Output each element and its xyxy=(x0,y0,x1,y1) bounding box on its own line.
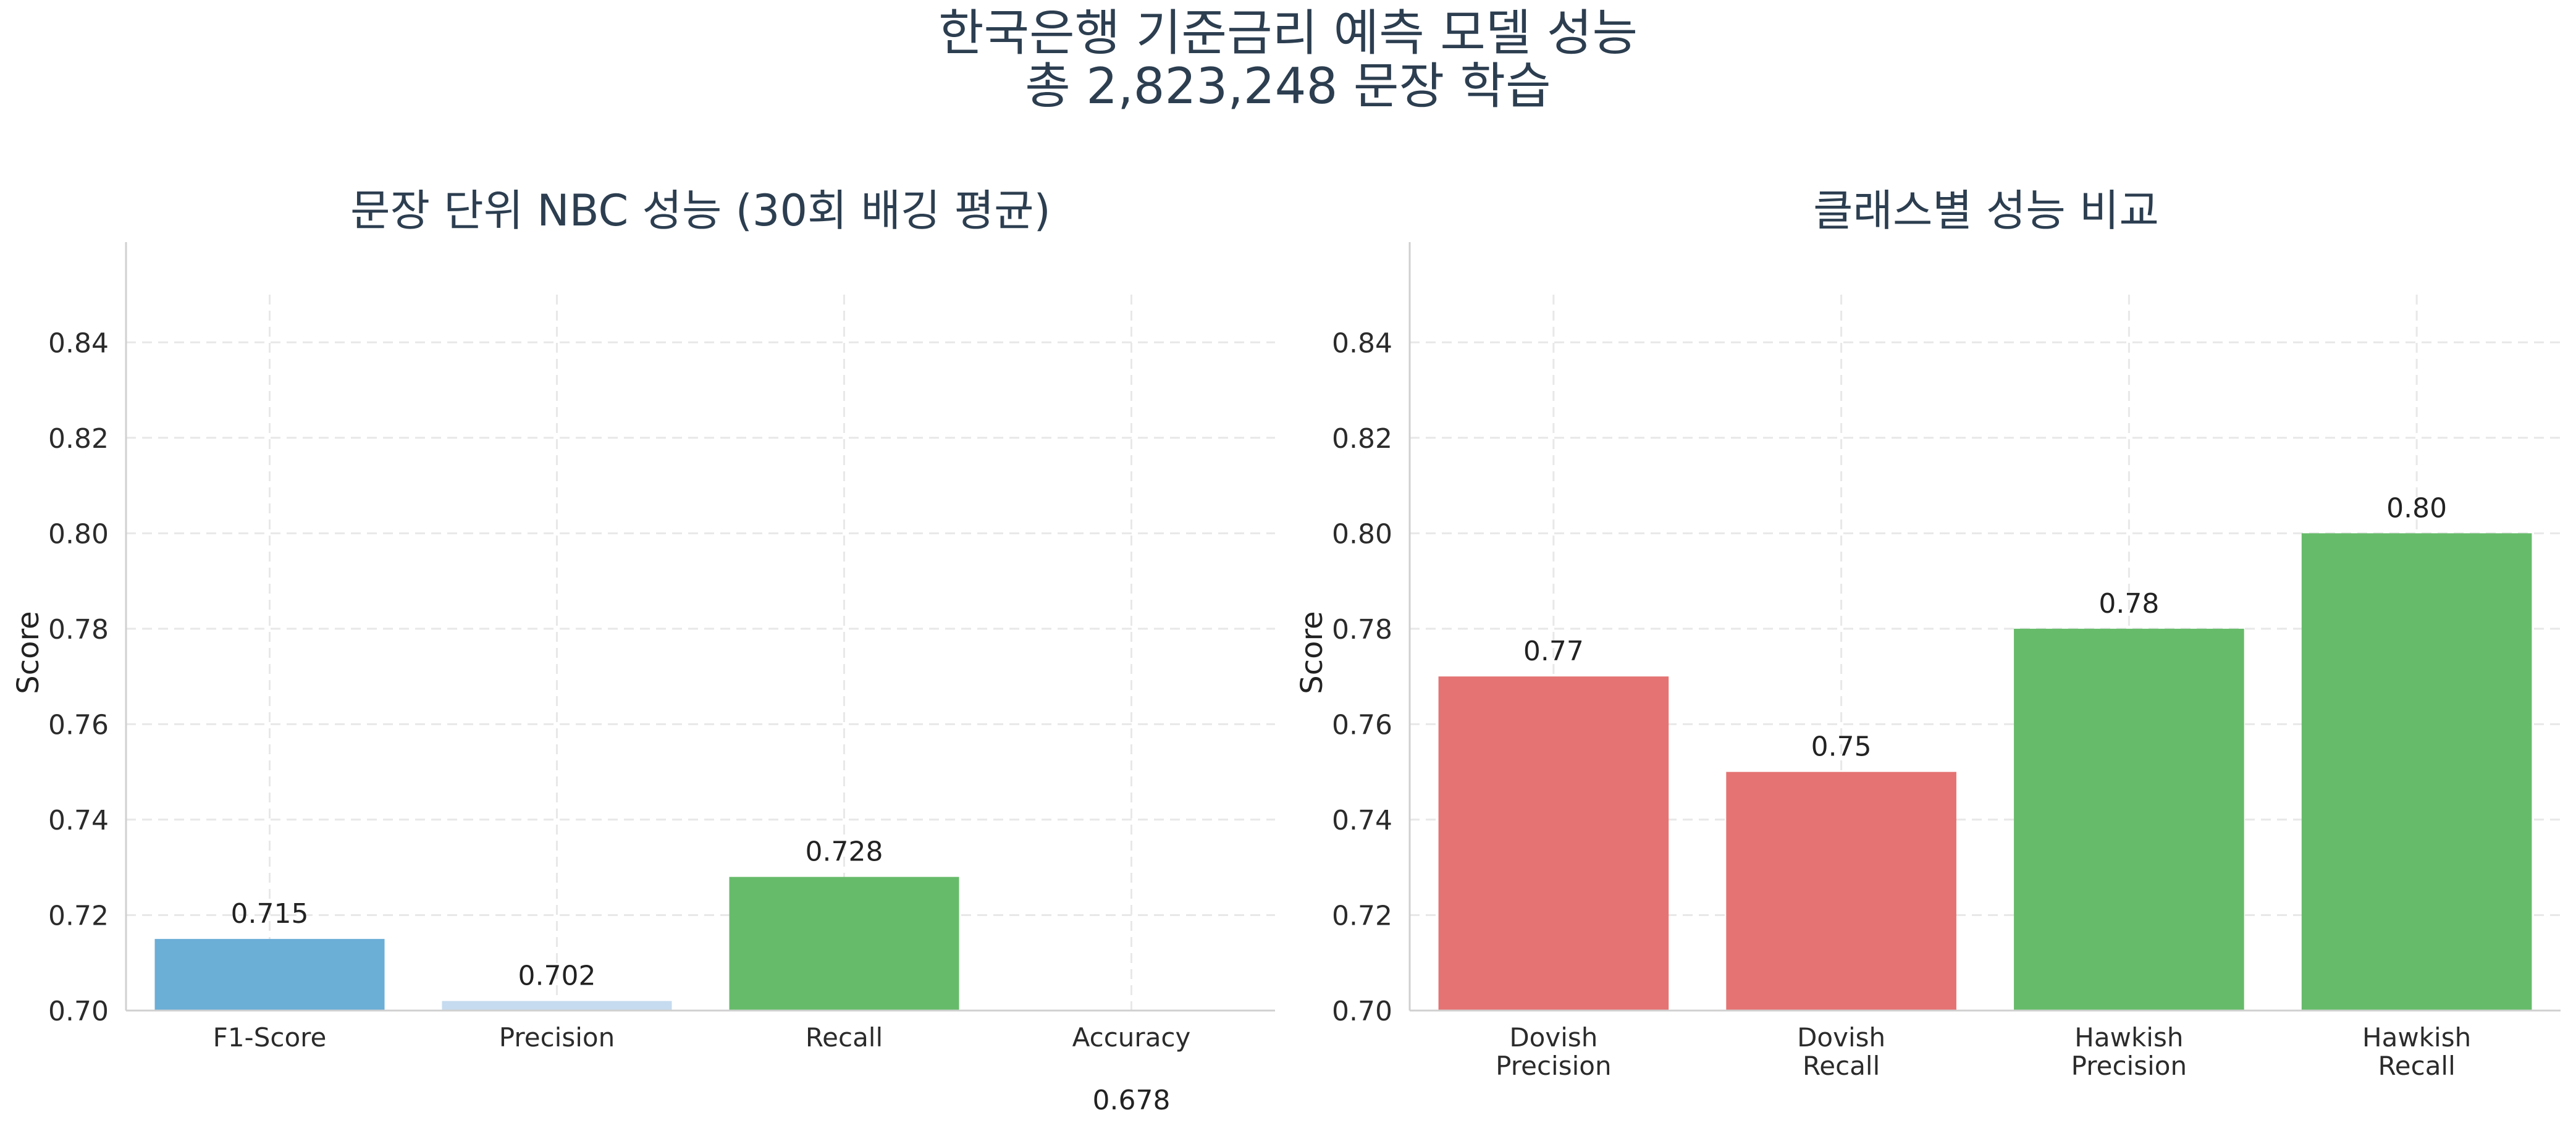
y-tick-label: 0.84 xyxy=(1332,327,1392,359)
y-tick-label: 0.82 xyxy=(1332,423,1392,455)
value-label: 0.77 xyxy=(1523,636,1584,667)
bar-recall xyxy=(729,877,959,1011)
value-label: 0.702 xyxy=(518,961,596,992)
value-label: 0.80 xyxy=(2386,492,2447,524)
value-label: 0.78 xyxy=(2098,588,2159,620)
y-tick-label: 0.70 xyxy=(1332,996,1392,1027)
figure-title: 한국은행 기준금리 예측 모델 성능 xyxy=(938,4,1638,62)
y-tick-label: 0.74 xyxy=(48,805,109,836)
bar-dovish-precision xyxy=(1438,676,1669,1011)
y-tick-label: 0.74 xyxy=(1332,805,1392,836)
y-axis-label: Score xyxy=(11,611,46,694)
y-tick-label: 0.82 xyxy=(48,423,109,455)
bar-hawkish-recall xyxy=(2301,533,2532,1011)
bar-precision xyxy=(442,1001,672,1011)
x-tick-label: Hawkish Precision xyxy=(2071,1022,2187,1081)
bar-hawkish-precision xyxy=(2014,628,2244,1011)
y-axis-label: Score xyxy=(1295,611,1329,694)
y-tick-label: 0.84 xyxy=(48,327,109,359)
x-tick-label: Accuracy xyxy=(1072,1022,1191,1053)
y-tick-label: 0.80 xyxy=(1332,518,1392,550)
bar-f1-score xyxy=(154,939,385,1011)
value-label: 0.75 xyxy=(1811,731,1872,763)
x-tick-label: Precision xyxy=(499,1022,615,1053)
y-tick-label: 0.76 xyxy=(48,709,109,741)
y-tick-label: 0.76 xyxy=(1332,709,1392,741)
value-label: 0.678 xyxy=(1093,1085,1171,1116)
figure-subtitle: 총 2,823,248 문장 학습 xyxy=(1025,57,1551,115)
value-label: 0.715 xyxy=(231,898,309,930)
y-tick-label: 0.78 xyxy=(1332,614,1392,645)
chart-nbc-performance: 0.70 0.72 0.74 0.76 0.78 0.80 0.82 0.84 0.715 0.7… xyxy=(11,185,1275,1116)
x-tick-label: Hawkish Recall xyxy=(2362,1022,2471,1081)
x-tick-label: Recall xyxy=(806,1022,883,1053)
y-tick-label: 0.72 xyxy=(1332,900,1392,931)
x-tick-label: Dovish Precision xyxy=(1496,1022,1611,1081)
chart-title: 클래스별 성능 비교 xyxy=(1813,185,2159,236)
bar-dovish-recall xyxy=(1726,772,1956,1011)
x-tick-label: Dovish Recall xyxy=(1797,1022,1885,1081)
y-tick-label: 0.78 xyxy=(48,614,109,645)
y-tick-label: 0.70 xyxy=(48,996,109,1027)
y-tick-label: 0.80 xyxy=(48,518,109,550)
y-tick-label: 0.72 xyxy=(48,900,109,931)
x-tick-label: F1-Score xyxy=(213,1022,327,1053)
chart-title: 문장 단위 NBC 성능 (30회 배깅 평균) xyxy=(350,185,1051,236)
value-label: 0.728 xyxy=(806,836,883,868)
chart-class-performance: 0.70 0.72 0.74 0.76 0.78 0.80 0.82 0.84 0.77 0.75… xyxy=(1295,185,2561,1081)
